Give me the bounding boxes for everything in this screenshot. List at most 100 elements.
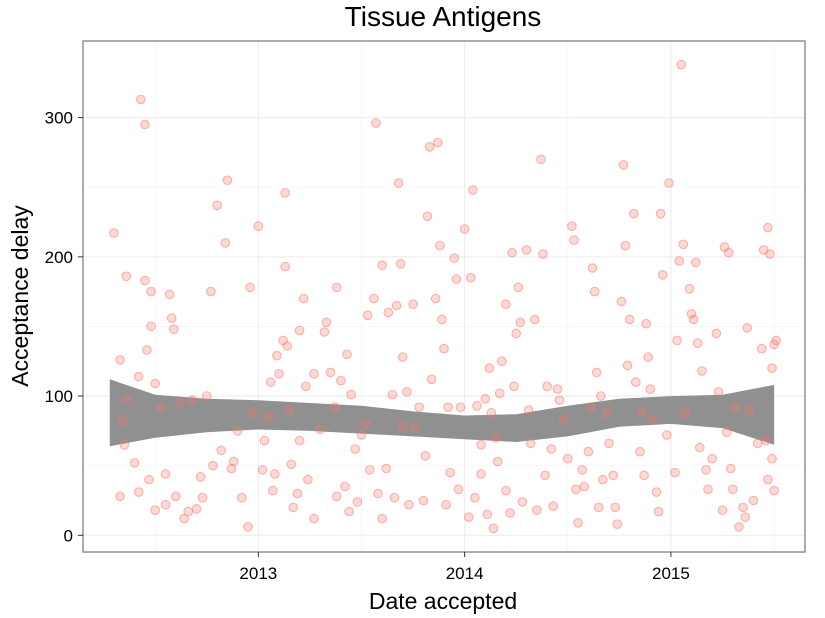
data-point: [377, 513, 387, 524]
data-point: [690, 257, 701, 268]
data-point: [616, 296, 627, 307]
data-point: [121, 394, 132, 404]
data-point: [331, 282, 342, 293]
data-point: [492, 456, 503, 467]
data-point: [340, 481, 350, 492]
data-point: [414, 402, 425, 413]
data-point: [402, 387, 412, 397]
data-point: [639, 470, 649, 481]
data-point: [501, 485, 511, 496]
data-point: [635, 446, 645, 457]
data-point: [284, 405, 295, 415]
data-point: [325, 367, 336, 378]
data-point: [175, 398, 185, 408]
data-point: [459, 224, 470, 234]
data-point: [577, 465, 588, 475]
data-point: [319, 327, 330, 337]
data-point: [331, 491, 342, 502]
data-point: [183, 506, 193, 517]
data-point: [497, 356, 507, 367]
data-point: [265, 377, 276, 387]
data-point: [629, 208, 639, 219]
data-point: [585, 402, 596, 413]
data-point: [643, 352, 654, 362]
chart-title: Tissue Antigens: [345, 1, 542, 32]
data-point: [362, 310, 373, 321]
data-point: [160, 499, 171, 510]
data-point: [509, 381, 519, 392]
data-point: [437, 314, 447, 325]
data-point: [554, 395, 565, 406]
data-point: [146, 321, 156, 332]
data-point: [245, 282, 255, 293]
data-point: [662, 430, 672, 440]
data-point: [618, 160, 629, 170]
data-point: [228, 456, 239, 467]
data-point: [513, 282, 524, 293]
data-point: [377, 260, 387, 271]
data-point: [439, 343, 449, 354]
data-point: [397, 352, 408, 362]
y-tick-label: 200: [45, 248, 73, 267]
data-point: [156, 402, 167, 413]
data-point: [259, 435, 270, 446]
data-point: [356, 430, 367, 440]
data-point: [191, 504, 202, 514]
data-point: [329, 402, 340, 413]
data-point: [521, 245, 532, 255]
data-point: [567, 221, 577, 231]
data-point: [371, 118, 381, 128]
data-point: [701, 465, 711, 475]
data-point: [115, 355, 125, 365]
data-point: [247, 408, 257, 418]
data-point: [593, 502, 604, 513]
data-point: [558, 414, 569, 425]
data-point: [364, 465, 375, 475]
data-point: [435, 240, 445, 251]
data-point: [129, 458, 140, 468]
data-point: [651, 487, 662, 497]
data-point: [678, 239, 689, 250]
data-point: [226, 463, 237, 474]
data-point: [738, 502, 748, 513]
data-point: [752, 438, 763, 449]
data-point: [150, 505, 160, 516]
data-point: [604, 438, 614, 449]
data-point: [449, 253, 460, 264]
data-point: [721, 427, 732, 438]
x-tick-label: 2013: [239, 564, 277, 583]
gridlines: [83, 41, 805, 552]
data-point: [136, 94, 146, 105]
data-point: [655, 208, 666, 219]
data-point: [243, 522, 253, 532]
data-point: [404, 499, 414, 510]
y-tick-label: 300: [45, 109, 73, 128]
data-point: [274, 369, 284, 379]
data-point: [480, 394, 491, 404]
data-point: [713, 387, 724, 397]
data-point: [723, 247, 734, 258]
data-point: [197, 492, 208, 503]
data-point: [232, 426, 243, 436]
data-point: [466, 272, 476, 283]
data-point: [476, 469, 486, 479]
data-point: [610, 502, 621, 513]
data-point: [742, 323, 753, 333]
data-point: [202, 391, 212, 401]
data-point: [517, 497, 528, 507]
data-point: [767, 453, 777, 464]
data-point: [507, 247, 517, 258]
data-point: [301, 381, 311, 392]
x-tick-label: 2014: [446, 564, 484, 583]
data-point: [686, 309, 697, 319]
data-point: [133, 371, 144, 382]
data-point: [476, 440, 486, 450]
data-point: [637, 406, 647, 417]
data-point: [515, 317, 526, 328]
data-point: [166, 313, 177, 323]
data-point: [482, 509, 493, 520]
data-point: [441, 499, 451, 510]
data-point: [470, 492, 480, 503]
data-point: [631, 377, 641, 387]
